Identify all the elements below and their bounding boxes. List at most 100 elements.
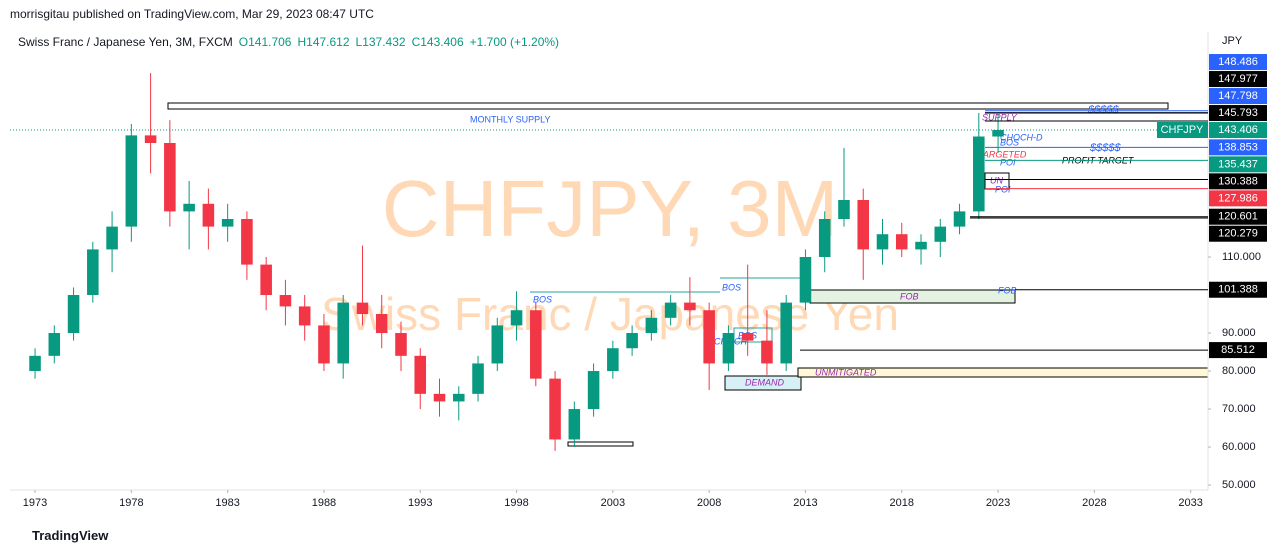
candle-body bbox=[106, 226, 118, 250]
price-label-bg bbox=[1209, 54, 1267, 71]
candle-body bbox=[780, 302, 792, 364]
annotation: MONTHLY SUPPLY bbox=[470, 114, 551, 124]
price-label: 148.486 bbox=[1218, 56, 1258, 68]
legend-low: L137.432 bbox=[355, 35, 406, 49]
candle-body bbox=[703, 310, 715, 364]
annotation: FOB bbox=[900, 291, 919, 301]
candle-body bbox=[645, 317, 658, 334]
candle-body bbox=[241, 219, 253, 265]
candle-body bbox=[530, 310, 542, 379]
price-label-bg bbox=[1209, 281, 1267, 298]
axis-unit: JPY bbox=[1222, 35, 1243, 47]
price-label: 135.437 bbox=[1218, 158, 1258, 170]
symbol-badge-text: CHFJPY bbox=[1161, 124, 1204, 136]
candle-body bbox=[67, 295, 80, 334]
price-label-bg bbox=[1209, 71, 1267, 88]
candle-body bbox=[202, 203, 215, 227]
candle-body bbox=[164, 142, 176, 212]
candle-body bbox=[587, 371, 600, 410]
y-tick-label: 110.000 bbox=[1222, 251, 1261, 263]
x-tick-label: 2013 bbox=[793, 497, 817, 509]
candle-body bbox=[48, 333, 61, 356]
candle-body bbox=[876, 234, 889, 250]
publish-header: morrisgitau published on TradingView.com… bbox=[10, 7, 374, 21]
candle-body bbox=[318, 325, 330, 364]
y-tick-label: 50.000 bbox=[1222, 479, 1256, 491]
demand-box bbox=[724, 375, 802, 391]
candle-body bbox=[568, 409, 581, 440]
x-tick-label: 1993 bbox=[408, 497, 432, 509]
footer-logo: TradingView bbox=[32, 528, 109, 543]
legend-close: C143.406 bbox=[411, 35, 464, 49]
candle-body bbox=[973, 136, 985, 212]
price-label-bg bbox=[1209, 156, 1267, 173]
candle-body bbox=[221, 219, 234, 227]
candle-body bbox=[375, 314, 388, 334]
candle-body bbox=[298, 306, 311, 326]
candle-body bbox=[992, 130, 1004, 137]
candle-body bbox=[452, 393, 465, 402]
price-label-bg bbox=[1209, 139, 1267, 156]
annotation: BOS bbox=[533, 294, 552, 304]
candle-body bbox=[183, 203, 195, 212]
candle-body bbox=[125, 135, 138, 227]
annotation: $$$$$ bbox=[1089, 142, 1121, 154]
legend-change: +1.700 (+1.20%) bbox=[469, 35, 560, 49]
legend-high: H147.612 bbox=[297, 35, 350, 49]
candle-body bbox=[472, 363, 484, 394]
candle-body bbox=[279, 295, 292, 307]
price-label: 143.406 bbox=[1218, 124, 1258, 136]
x-tick-label: 1973 bbox=[23, 497, 47, 509]
candle-body bbox=[741, 333, 754, 341]
annotation: POI bbox=[995, 184, 1011, 194]
x-tick-label: 2028 bbox=[1082, 497, 1106, 509]
candle-body bbox=[260, 264, 272, 296]
price-label: 147.977 bbox=[1218, 73, 1258, 85]
x-tick-label: 1978 bbox=[119, 497, 143, 509]
x-tick-label: 1988 bbox=[312, 497, 336, 509]
annotation: BOS bbox=[722, 282, 741, 292]
candle-body bbox=[761, 340, 773, 364]
y-tick-label: 70.000 bbox=[1222, 403, 1256, 415]
candle-body bbox=[895, 234, 908, 250]
annotation: $$$$$ bbox=[1087, 104, 1119, 116]
x-tick-label: 2033 bbox=[1178, 497, 1202, 509]
price-label: 127.986 bbox=[1218, 192, 1258, 204]
candle-body bbox=[549, 378, 561, 440]
legend-title: Swiss Franc / Japanese Yen, 3M, FXCM bbox=[18, 35, 233, 49]
candle-body bbox=[607, 348, 619, 372]
annotation: UN bbox=[990, 175, 1003, 185]
candle-body bbox=[915, 241, 927, 250]
x-tick-label: 1983 bbox=[215, 497, 239, 509]
price-label: 130.388 bbox=[1218, 175, 1258, 187]
candle-body bbox=[684, 302, 696, 311]
price-label: 147.798 bbox=[1218, 90, 1258, 102]
y-tick-label: 90.000 bbox=[1222, 327, 1256, 339]
price-label-bg bbox=[1209, 225, 1267, 242]
legend-open: O141.706 bbox=[238, 35, 292, 49]
candle-body bbox=[838, 199, 850, 220]
price-label-bg bbox=[1209, 190, 1267, 207]
candle-body bbox=[433, 393, 446, 402]
price-label: 145.793 bbox=[1218, 107, 1258, 119]
x-tick-label: 2008 bbox=[697, 497, 721, 509]
annotation: POI bbox=[1000, 157, 1016, 167]
supply-box bbox=[167, 102, 1169, 110]
price-label-bg bbox=[1209, 208, 1267, 225]
candle-body bbox=[664, 302, 677, 318]
annotation: SUPPLY bbox=[982, 112, 1018, 122]
candle-body bbox=[144, 135, 157, 143]
candle-body bbox=[87, 249, 99, 296]
price-label-bg bbox=[1209, 122, 1267, 139]
candle-body bbox=[29, 355, 41, 372]
x-tick-label: 2023 bbox=[986, 497, 1010, 509]
annotation: BOS bbox=[1000, 137, 1019, 147]
small-box bbox=[567, 441, 634, 447]
symbol-badge bbox=[1157, 122, 1208, 138]
candle-body bbox=[414, 355, 427, 394]
candle-body bbox=[356, 302, 369, 315]
x-tick-label: 2003 bbox=[601, 497, 625, 509]
x-tick-label: 2018 bbox=[890, 497, 914, 509]
y-tick-label: 60.000 bbox=[1222, 441, 1256, 453]
